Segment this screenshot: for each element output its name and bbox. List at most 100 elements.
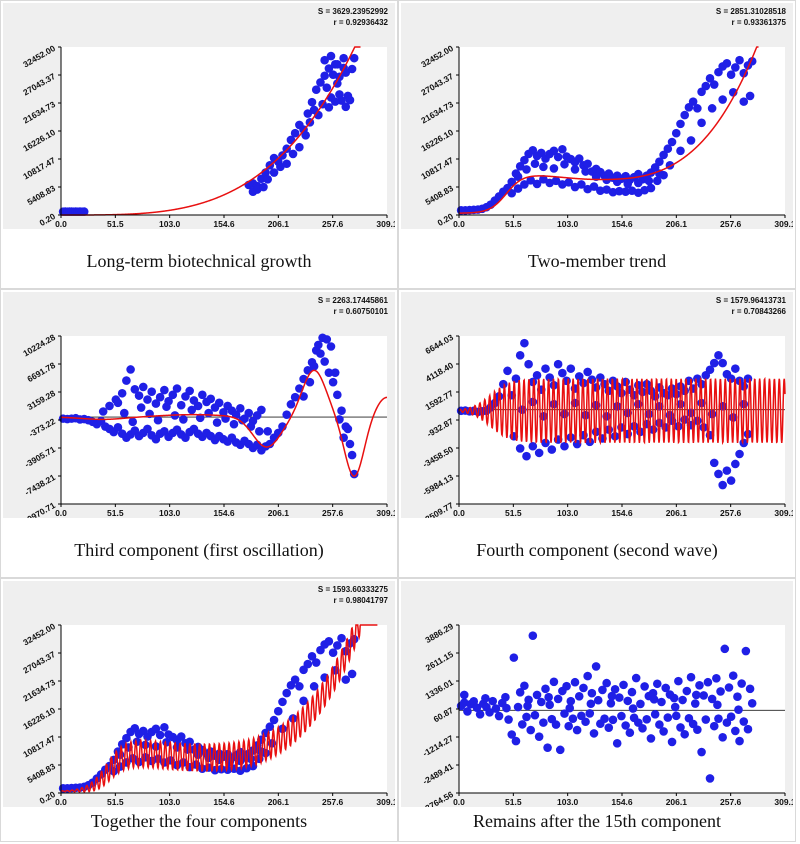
data-point (511, 736, 521, 746)
data-point (610, 684, 620, 694)
x-tick-label: 154.6 (611, 508, 633, 518)
data-point (663, 144, 673, 154)
data-point (680, 110, 690, 120)
data-point (349, 53, 359, 63)
y-tick-label: 27043.37 (419, 71, 455, 98)
x-tick-label: 206.1 (268, 508, 290, 518)
data-point (671, 711, 681, 721)
data-point (697, 118, 706, 128)
stat-s: S = 1579.96413731 (716, 296, 787, 305)
data-point (517, 720, 527, 729)
data-point (179, 415, 188, 424)
data-point (187, 405, 197, 415)
data-point (269, 715, 279, 725)
data-point (718, 733, 727, 742)
data-point (333, 390, 342, 400)
data-point (528, 441, 538, 451)
y-tick-label: 16226.10 (21, 705, 57, 732)
data-point (162, 402, 171, 412)
data-point (560, 159, 569, 169)
data-point (722, 59, 732, 68)
data-point (688, 97, 698, 106)
caption-1: Long-term biotechnical growth (86, 251, 312, 271)
data-point (472, 703, 482, 713)
data-point (316, 349, 325, 358)
data-point (543, 743, 552, 752)
data-point (530, 159, 540, 169)
data-point (341, 68, 351, 77)
data-point (680, 729, 690, 739)
x-tick-label: 51.5 (505, 219, 522, 229)
x-tick-label: 206.1 (268, 797, 290, 807)
stat-s: S = 2263.17445861 (318, 296, 389, 305)
data-point (522, 712, 531, 722)
data-point (347, 450, 357, 460)
data-point (602, 678, 611, 688)
data-point (720, 644, 730, 654)
data-point (113, 398, 123, 408)
data-point (238, 415, 247, 425)
data-point (326, 342, 336, 351)
data-point (718, 358, 727, 368)
data-point (305, 377, 315, 387)
data-point (555, 745, 565, 755)
data-point (652, 679, 662, 689)
data-point (728, 671, 738, 680)
data-point (549, 677, 559, 687)
data-point (290, 675, 300, 684)
data-point (669, 693, 679, 703)
data-point (347, 669, 357, 679)
data-point (136, 403, 146, 412)
data-point (551, 720, 561, 729)
stat-r: r = 0.93361375 (732, 18, 787, 27)
data-point (541, 364, 550, 373)
data-point (311, 658, 321, 667)
data-point (655, 157, 664, 166)
data-point (534, 732, 544, 741)
data-point (731, 63, 740, 72)
data-point (625, 728, 635, 738)
data-point (703, 677, 713, 687)
data-point (333, 79, 342, 88)
data-point (644, 176, 654, 186)
y-tick-label: 1336.01 (423, 677, 455, 701)
data-point (265, 439, 275, 449)
data-point (501, 692, 510, 702)
data-point (707, 694, 717, 704)
stat-r: r = 0.92936432 (334, 18, 389, 27)
data-point (507, 730, 517, 739)
data-point (282, 688, 292, 698)
data-point (337, 633, 346, 643)
data-point (716, 687, 725, 696)
data-point (117, 388, 127, 398)
plot-area-3: S = 2263.17445861 r = 0.60750101 0.0 51.5 10… (3, 292, 395, 518)
data-point (339, 53, 348, 63)
data-point (491, 704, 501, 713)
data-point (343, 424, 353, 434)
data-point (526, 725, 536, 735)
data-point (320, 71, 329, 81)
data-point (307, 652, 317, 661)
data-point (79, 207, 89, 216)
data-point (231, 410, 241, 419)
data-point (299, 696, 308, 706)
data-point (345, 95, 355, 105)
data-point (515, 688, 525, 697)
caption-4: Fourth component (second wave) (476, 540, 718, 560)
data-point (263, 427, 273, 436)
data-point (722, 718, 732, 727)
y-tick-label: 6644.03 (423, 332, 455, 356)
data-point (335, 90, 344, 99)
data-point (214, 398, 224, 408)
data-point (151, 724, 161, 734)
data-point (564, 178, 573, 187)
plot-svg-5: S = 1593.60333275 r = 0.98041797 0.0 51.5 10… (21, 585, 395, 807)
data-point (520, 681, 529, 691)
data-point (502, 703, 511, 713)
x-tick-label: 0.0 (55, 508, 67, 518)
data-point (273, 706, 283, 716)
data-point (581, 167, 590, 176)
data-point (577, 180, 586, 189)
data-point (347, 64, 357, 74)
data-point (558, 368, 567, 378)
